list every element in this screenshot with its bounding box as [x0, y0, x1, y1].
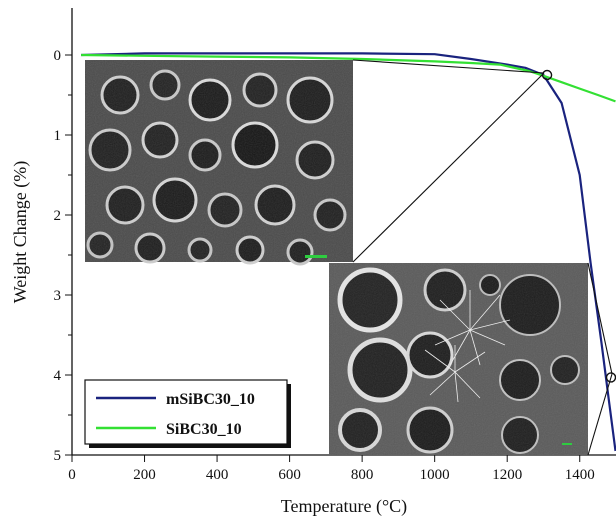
- y-tick-label: 0: [54, 48, 62, 64]
- axes: 0 200 400 600 800 1000 1200 1400 0 1 2 3 4 5: [54, 8, 616, 483]
- x-tick-label: 200: [133, 467, 156, 483]
- y-tick-label: 1: [54, 128, 62, 144]
- series-line-mSiBC30_10: [81, 52, 616, 452]
- x-ticks: 0 200 400 600 800 1000 1200 1400: [68, 455, 595, 483]
- sem-image-bottom: [329, 263, 588, 455]
- legend: mSiBC30_10 SiBC30_10: [84, 379, 291, 448]
- y-axis-title: Weight Change (%): [10, 161, 31, 304]
- y-ticks: 0 1 2 3 4 5: [54, 48, 72, 464]
- x-axis-title: Temperature (°C): [281, 496, 407, 517]
- connector-top-1: [352, 59, 545, 74]
- y-tick-label: 4: [54, 368, 62, 384]
- connector-bottom-1: [587, 262, 613, 375]
- x-tick-label: 800: [351, 467, 374, 483]
- legend-label-SiBC30_10: SiBC30_10: [166, 421, 242, 438]
- x-tick-label: 400: [206, 467, 229, 483]
- y-tick-label: 2: [54, 208, 62, 224]
- x-tick-label: 600: [278, 467, 301, 483]
- connector-bottom-2: [587, 373, 613, 456]
- x-tick-label: 0: [68, 467, 76, 483]
- connector-lines: [352, 59, 613, 456]
- zoom-marker: [541, 69, 553, 81]
- y-tick-label: 3: [54, 288, 62, 304]
- series-layer: [81, 52, 616, 452]
- series-line-SiBC30_10: [81, 53, 616, 103]
- x-tick-label: 1000: [420, 467, 450, 483]
- y-tick-label: 5: [54, 448, 62, 464]
- connector-top-2: [352, 72, 545, 263]
- x-tick-label: 1400: [565, 467, 595, 483]
- x-tick-label: 1200: [492, 467, 522, 483]
- legend-label-mSiBC30_10: mSiBC30_10: [166, 391, 255, 408]
- sem-image-top: [85, 60, 353, 266]
